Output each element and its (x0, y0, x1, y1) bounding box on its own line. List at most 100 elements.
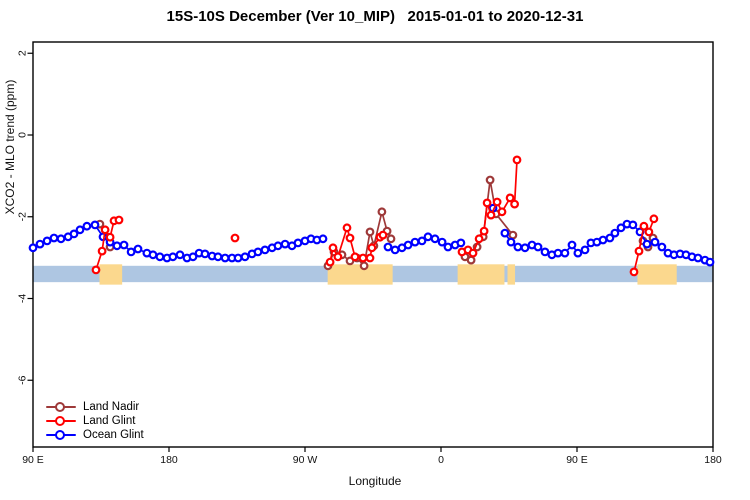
land-band-segment (637, 264, 677, 285)
ocean-glint-point (148, 250, 158, 260)
y-axis-label: XCO2 - MLO trend (ppm) (3, 79, 17, 215)
ocean-glint-point (533, 242, 543, 252)
legend-item-land-glint: Land Glint (46, 414, 144, 428)
ocean-glint-point (69, 229, 79, 239)
ocean-glint-point (49, 233, 59, 243)
ocean-glint-point (126, 247, 136, 257)
ocean-glint-point (580, 245, 590, 255)
land-glint-point (97, 246, 107, 256)
ocean-glint-point (628, 220, 638, 230)
land-glint-point (492, 197, 502, 207)
land-glint-point (505, 193, 515, 203)
land-glint-point (512, 155, 522, 165)
land-glint-point (350, 252, 360, 262)
ocean-glint-point (82, 221, 92, 231)
ocean-glint-point (573, 248, 583, 258)
land-glint-point (479, 226, 489, 236)
y-tick-label: -4 (17, 294, 29, 303)
ocean-glint-point (42, 236, 52, 246)
ocean-glint-point (75, 225, 85, 235)
legend-item-land-nadir: Land Nadir (46, 400, 144, 414)
land-glint-point (629, 267, 639, 277)
ocean-glint-point (273, 241, 283, 251)
ocean-glint-point (35, 239, 45, 249)
ocean-glint-series (28, 203, 715, 267)
land-glint-point (328, 243, 338, 253)
ocean-glint-point (390, 245, 400, 255)
ocean-glint-point (693, 253, 703, 263)
x-axis-label: Longitude (348, 474, 402, 488)
ocean-glint-point (598, 235, 608, 245)
ocean-glint-point (253, 247, 263, 257)
x-tick-label: 180 (704, 454, 722, 466)
ocean-glint-point (553, 248, 563, 258)
land-glint-point (367, 243, 377, 253)
ocean-glint-point (560, 248, 570, 258)
y-tick-label: -6 (17, 375, 29, 384)
x-tick-label: 90 E (22, 454, 44, 466)
land-nadir-point (386, 234, 396, 244)
land-glint-point (230, 233, 240, 243)
ocean-glint-point (605, 233, 615, 243)
ocean-glint-point (133, 244, 143, 254)
land-glint-point (474, 234, 484, 244)
land-nadir-point (485, 175, 495, 185)
land-glint-point (510, 199, 519, 209)
ocean-glint-point (403, 240, 413, 250)
land-glint-point (105, 232, 115, 242)
land-nadir-point (508, 230, 518, 240)
ocean-glint-point (383, 242, 393, 252)
land-glint-marker-icon (46, 414, 76, 428)
ocean-glint-point (155, 252, 165, 262)
land-glint-point (634, 246, 644, 256)
ocean-glint-point (112, 241, 122, 251)
ocean-glint-point (280, 239, 290, 249)
ocean-glint-point (318, 234, 328, 244)
ocean-glint-point (90, 220, 100, 230)
chart-title: 15S-10S December (Ver 10_MIP) 2015-01-01… (166, 8, 584, 25)
ocean-glint-point (657, 242, 667, 252)
land-glint-point (378, 230, 388, 240)
legend-label: Land Glint (83, 415, 136, 427)
ocean-glint-marker-icon (46, 428, 76, 442)
ocean-glint-point (616, 223, 626, 233)
land-nadir-line (464, 179, 514, 262)
ocean-glint-point (437, 237, 447, 247)
ocean-glint-point (540, 247, 550, 257)
ocean-glint-point (410, 237, 420, 247)
ocean-glint-point (705, 257, 715, 267)
land-glint-point (358, 253, 368, 263)
legend-item-ocean-glint: Ocean Glint (46, 428, 144, 442)
land-band-segment (507, 264, 516, 285)
land-glint-point (345, 233, 355, 243)
land-glint-point (486, 210, 496, 220)
y-tick-label: 2 (17, 50, 29, 56)
ocean-glint-point (175, 250, 185, 260)
ocean-glint-point (500, 228, 510, 238)
legend-label: Land Nadir (83, 401, 140, 413)
land-nadir-point (466, 255, 476, 265)
land-glint-point (639, 221, 649, 231)
ocean-glint-point (28, 243, 38, 253)
land-band-segment (457, 264, 505, 285)
land-glint-point (91, 265, 101, 275)
legend: Land Nadir Land Glint Ocean Glint (46, 400, 144, 442)
ocean-glint-point (260, 245, 270, 255)
land-nadir-point (359, 261, 369, 271)
ocean-glint-point (650, 237, 660, 247)
x-tick-label: 90 E (566, 454, 588, 466)
ocean-glint-point (430, 234, 440, 244)
ocean-glint-point (506, 237, 516, 247)
land-glint-point (100, 225, 110, 235)
land-glint-series (91, 155, 659, 277)
y-tick-label: -2 (17, 212, 29, 221)
land-glint-point (497, 207, 507, 217)
ocean-glint-point (513, 242, 523, 252)
land-glint-point (333, 252, 343, 262)
ocean-glint-point (456, 238, 466, 248)
ocean-glint-point (220, 253, 230, 263)
ocean-glint-point (168, 252, 178, 262)
ocean-glint-point (200, 249, 210, 259)
